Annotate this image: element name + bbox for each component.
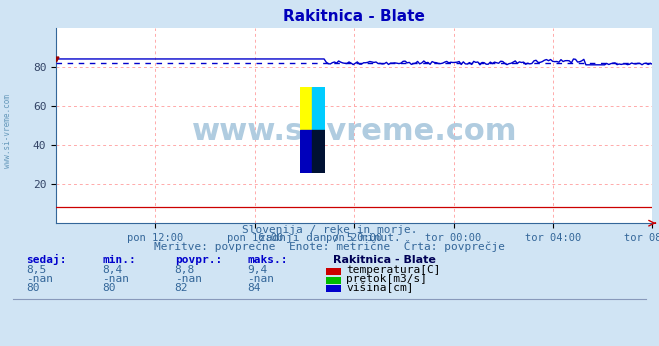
- Text: Slovenija / reke in morje.: Slovenija / reke in morje.: [242, 225, 417, 235]
- Text: višina[cm]: višina[cm]: [346, 282, 413, 293]
- Text: maks.:: maks.:: [247, 255, 287, 265]
- Text: 80: 80: [102, 283, 115, 293]
- Text: www.si-vreme.com: www.si-vreme.com: [192, 117, 517, 146]
- Text: 84: 84: [247, 283, 260, 293]
- Text: Meritve: povprečne  Enote: metrične  Črta: povprečje: Meritve: povprečne Enote: metrične Črta:…: [154, 240, 505, 252]
- Text: 8,4: 8,4: [102, 265, 123, 275]
- Text: 82: 82: [175, 283, 188, 293]
- Text: 9,4: 9,4: [247, 265, 268, 275]
- Text: povpr.:: povpr.:: [175, 255, 222, 265]
- Text: 8,5: 8,5: [26, 265, 47, 275]
- Text: -nan: -nan: [247, 274, 274, 284]
- Text: 8,8: 8,8: [175, 265, 195, 275]
- Text: -nan: -nan: [175, 274, 202, 284]
- Text: pretok[m3/s]: pretok[m3/s]: [346, 274, 427, 284]
- Text: temperatura[C]: temperatura[C]: [346, 265, 440, 275]
- Title: Rakitnica - Blate: Rakitnica - Blate: [283, 9, 425, 24]
- Text: 80: 80: [26, 283, 40, 293]
- Bar: [300, 130, 312, 173]
- Text: -nan: -nan: [26, 274, 53, 284]
- Text: -nan: -nan: [102, 274, 129, 284]
- Text: Rakitnica - Blate: Rakitnica - Blate: [333, 255, 436, 265]
- Bar: [300, 86, 312, 130]
- Bar: [312, 86, 325, 130]
- Bar: [312, 130, 325, 173]
- Text: zadnji dan / 5 minut.: zadnji dan / 5 minut.: [258, 233, 401, 243]
- Text: www.si-vreme.com: www.si-vreme.com: [3, 94, 13, 169]
- Text: sedaj:: sedaj:: [26, 254, 67, 265]
- Text: min.:: min.:: [102, 255, 136, 265]
